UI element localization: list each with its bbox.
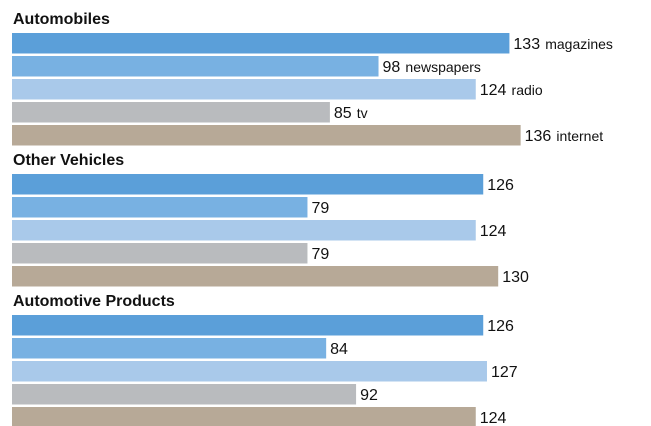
value-label-radio-1: 124 bbox=[480, 82, 507, 99]
value-label-radio-3: 127 bbox=[491, 364, 518, 381]
category-label-magazines: magazines bbox=[545, 36, 613, 52]
value-label-internet-1: 136 bbox=[525, 128, 552, 145]
bar-radio-3 bbox=[12, 361, 487, 382]
value-label-tv-3: 92 bbox=[360, 387, 378, 404]
value-label-tv-1: 85 bbox=[334, 105, 352, 122]
bar-internet-1 bbox=[12, 125, 521, 146]
bar-newspapers-3 bbox=[12, 338, 327, 359]
group-title-1: Automobiles bbox=[13, 11, 110, 28]
value-label-newspapers-1: 98 bbox=[383, 59, 401, 76]
category-label-radio: radio bbox=[512, 82, 543, 98]
category-label-newspapers: newspapers bbox=[405, 59, 481, 75]
bar-magazines-1 bbox=[12, 33, 510, 54]
category-label-internet: internet bbox=[556, 128, 603, 144]
bar-tv-2 bbox=[12, 243, 308, 264]
value-label-tv-2: 79 bbox=[311, 246, 329, 263]
bar-radio-2 bbox=[12, 220, 476, 241]
value-label-newspapers-3: 84 bbox=[330, 341, 348, 358]
group-title-3: Automotive Products bbox=[13, 293, 175, 310]
category-label-tv: tv bbox=[357, 105, 368, 121]
bar-internet-2 bbox=[12, 266, 499, 287]
bar-newspapers-1 bbox=[12, 56, 379, 77]
value-label-internet-3: 124 bbox=[480, 410, 507, 426]
value-label-magazines-2: 126 bbox=[487, 177, 514, 194]
bar-tv-1 bbox=[12, 102, 330, 123]
bar-internet-3 bbox=[12, 407, 476, 426]
value-label-radio-2: 124 bbox=[480, 223, 507, 240]
group-title-2: Other Vehicles bbox=[13, 152, 124, 169]
bar-tv-3 bbox=[12, 384, 357, 405]
bar-magazines-3 bbox=[12, 315, 484, 336]
value-label-internet-2: 130 bbox=[502, 269, 529, 286]
bar-magazines-2 bbox=[12, 174, 484, 195]
value-label-magazines-1: 133 bbox=[513, 36, 540, 53]
bar-newspapers-2 bbox=[12, 197, 308, 218]
value-label-magazines-3: 126 bbox=[487, 318, 514, 335]
bar-radio-1 bbox=[12, 79, 476, 100]
value-label-newspapers-2: 79 bbox=[311, 200, 329, 217]
